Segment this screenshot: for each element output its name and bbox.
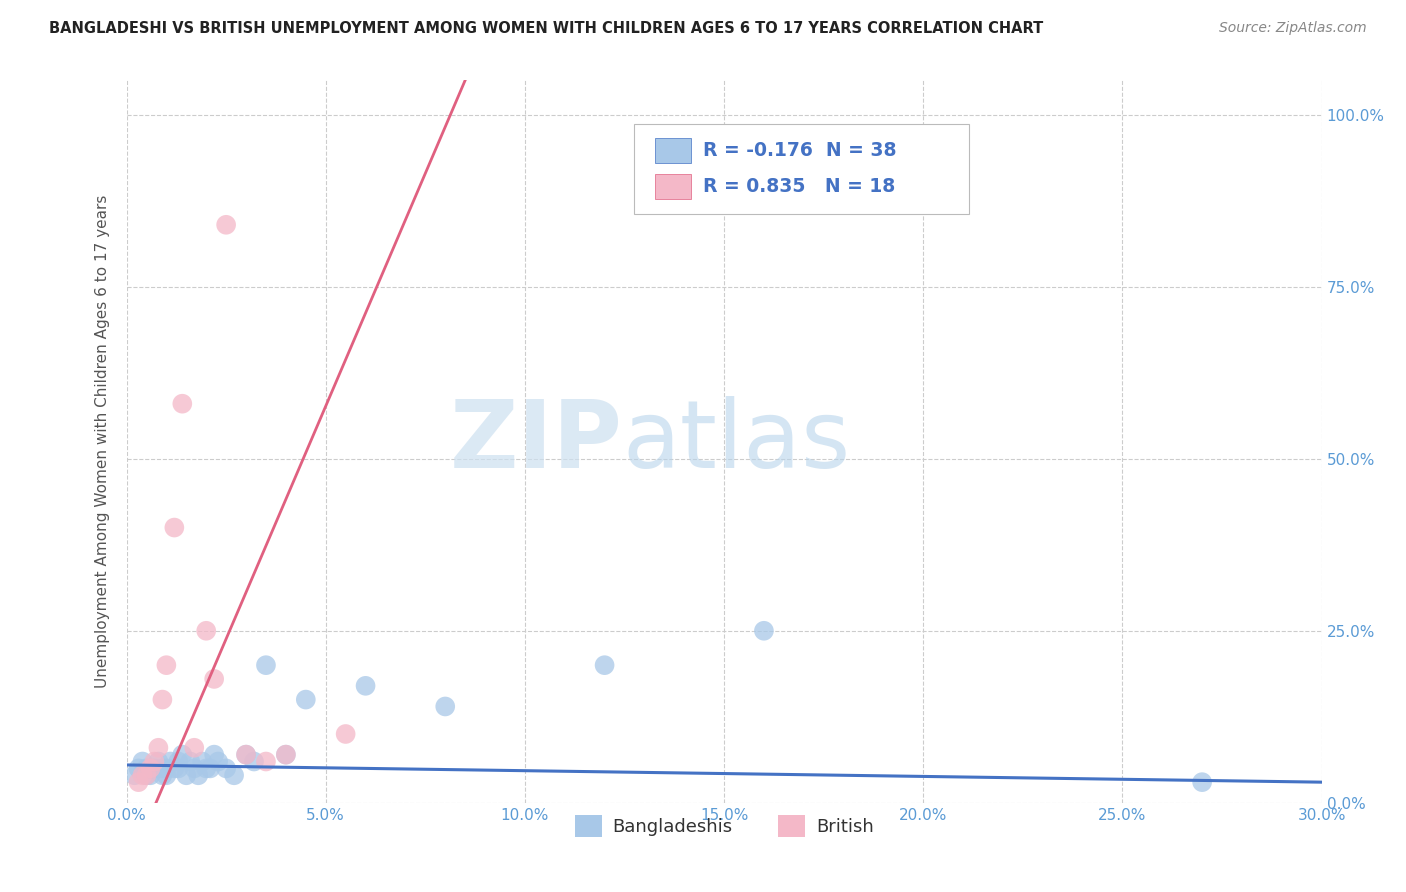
Point <box>195 761 218 775</box>
Point <box>179 755 201 769</box>
Point <box>131 755 153 769</box>
Point <box>235 747 257 762</box>
Point <box>124 768 146 782</box>
Point <box>131 768 153 782</box>
Point <box>335 727 357 741</box>
Point <box>150 768 174 782</box>
Point <box>187 768 209 782</box>
Point <box>155 658 177 673</box>
Point <box>183 740 205 755</box>
Point <box>235 747 257 762</box>
Point <box>183 761 205 775</box>
Point <box>143 755 166 769</box>
FancyBboxPatch shape <box>655 174 690 200</box>
Text: R = 0.835   N = 18: R = 0.835 N = 18 <box>703 177 894 196</box>
Point <box>163 761 186 775</box>
Point <box>215 218 238 232</box>
Point <box>254 755 277 769</box>
Point <box>172 397 194 411</box>
Point <box>127 775 149 789</box>
Point <box>150 761 174 775</box>
Point <box>243 755 266 769</box>
Point <box>174 768 197 782</box>
Point <box>274 747 297 762</box>
Point <box>135 768 157 782</box>
Point <box>150 692 174 706</box>
Point <box>127 761 149 775</box>
Point <box>207 755 229 769</box>
Y-axis label: Unemployment Among Women with Children Ages 6 to 17 years: Unemployment Among Women with Children A… <box>94 194 110 689</box>
Point <box>222 768 246 782</box>
Point <box>354 679 377 693</box>
Point <box>215 761 238 775</box>
Point <box>139 761 162 775</box>
Point <box>163 520 186 534</box>
Point <box>135 761 157 775</box>
Point <box>135 768 157 782</box>
Text: atlas: atlas <box>623 395 851 488</box>
Point <box>139 768 162 782</box>
FancyBboxPatch shape <box>634 124 969 214</box>
Point <box>159 755 181 769</box>
Point <box>191 755 214 769</box>
Point <box>195 624 218 638</box>
Point <box>274 747 297 762</box>
Point <box>172 747 194 762</box>
Text: R = -0.176  N = 38: R = -0.176 N = 38 <box>703 141 896 160</box>
Point <box>155 768 177 782</box>
Point <box>1191 775 1213 789</box>
Text: BANGLADESHI VS BRITISH UNEMPLOYMENT AMONG WOMEN WITH CHILDREN AGES 6 TO 17 YEARS: BANGLADESHI VS BRITISH UNEMPLOYMENT AMON… <box>49 21 1043 37</box>
Point <box>202 747 225 762</box>
Text: Source: ZipAtlas.com: Source: ZipAtlas.com <box>1219 21 1367 36</box>
Point <box>202 672 225 686</box>
Text: ZIP: ZIP <box>450 395 623 488</box>
Point <box>155 761 177 775</box>
Point <box>434 699 457 714</box>
Point <box>200 761 222 775</box>
Point <box>167 761 190 775</box>
Point <box>143 761 166 775</box>
Point <box>593 658 616 673</box>
FancyBboxPatch shape <box>655 138 690 163</box>
Point <box>148 740 170 755</box>
Legend: Bangladeshis, British: Bangladeshis, British <box>568 808 880 845</box>
Point <box>254 658 277 673</box>
Point <box>752 624 775 638</box>
Point <box>148 755 170 769</box>
Point <box>167 755 190 769</box>
Point <box>294 692 316 706</box>
